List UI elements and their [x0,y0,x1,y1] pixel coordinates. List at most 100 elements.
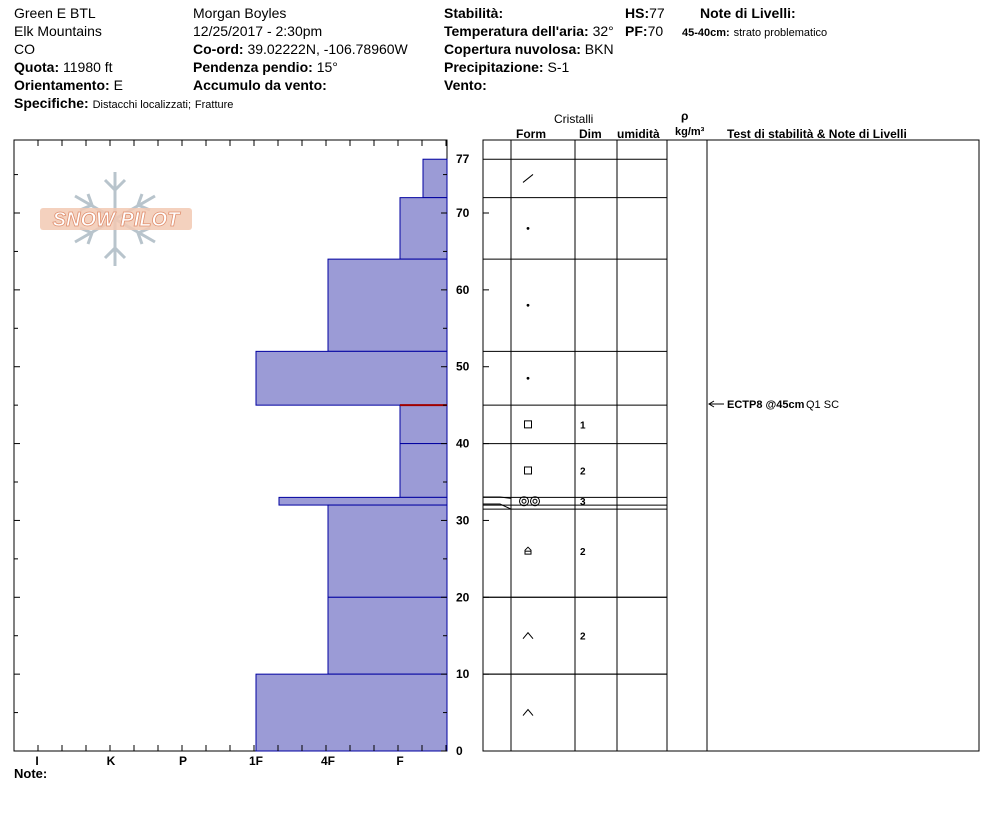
crystal-table-frame [482,139,980,752]
form-precip-icon-2 [526,303,530,307]
hardness-bar-4 [399,404,448,445]
specifics-row: Specifiche: Distacchi localizzati; Fratt… [14,95,233,113]
coords-label: Co-ord: [193,41,244,57]
form-facet-icon-5 [524,466,532,475]
hardness-label-K: K [107,754,116,768]
hs-row: HS:77 [625,5,665,21]
wind-label: Vento: [444,77,487,93]
tests-header: Test di stabilità & Note di Livelli [727,127,907,141]
form-precip-icon-3 [526,376,530,380]
hardness-axis-labels: I K P 1F 4F F [35,754,403,768]
coords-value: 39.02222N, -106.78960W [247,41,408,57]
stability-label: Stabilità: [444,5,504,21]
elevation-label: Quota: [14,59,60,75]
rho-header: ρ [681,109,689,123]
depth-label-50: 50 [456,360,470,374]
crystal-size-4: 1 [580,420,586,431]
specifics-label: Specifiche: [14,95,89,111]
pf-row: PF:70 [625,23,663,39]
precip-label: Precipitazione: [444,59,544,75]
datetime: 12/25/2017 - 2:30pm [193,23,323,39]
watermark-text: SNOW PILOT [53,209,181,231]
form-hoar-icon-b-inner [532,498,538,504]
observer: Morgan Boyles [193,5,287,21]
hardness-bar-6 [278,496,448,506]
depth-label-0: 0 [456,744,463,758]
depth-label-60: 60 [456,283,470,297]
wind-loading-label: Accumulo da vento: [193,77,327,93]
hardness-label-4F: 4F [321,754,335,768]
hardness-label-1F: 1F [249,754,263,768]
thin-layer-connector-top [483,496,512,499]
hardness-bar-2 [327,258,448,352]
stability-test-label: ECTP8 @45cm [727,399,805,411]
depth-label-70: 70 [456,206,470,220]
state: CO [14,41,35,57]
precip-value: S-1 [547,59,570,75]
density-unit-header: kg/m³ [675,126,705,138]
sky-value: BKN [584,41,614,57]
hardness-bar-8 [327,596,448,675]
depth-label-40: 40 [456,437,470,451]
crystal-size-8: 2 [580,632,586,643]
elevation-row: Quota: 11980 ft [14,59,113,75]
layer-notes-label: Note di Livelli: [700,5,796,21]
hardness-bar-9 [255,673,448,752]
aspect-label: Orientamento: [14,77,110,93]
crystal-table-rows: 1 2 3 2 2 [483,158,667,716]
depth-label-30: 30 [456,513,470,527]
pf-value: 70 [647,23,664,39]
air-temp-value: 32° [592,23,614,39]
depth-label-77: 77 [456,152,470,166]
air-temp-row: Temperatura dell'aria: 32° [444,23,614,39]
crystal-size-6: 3 [580,497,586,508]
hardness-bar-0 [422,158,448,199]
watermark-band [40,208,192,230]
hardness-label-I: I [35,754,38,768]
form-hoar-icon-b [530,496,540,507]
hs-label: HS: [625,5,650,21]
depth-label-10: 10 [456,667,470,681]
depth-label-20: 20 [456,590,470,604]
notes-label: Note: [14,766,47,781]
form-dh-icon-9 [522,708,534,716]
slope-value: 15° [316,59,338,75]
air-temp-label: Temperatura dell'aria: [444,23,589,39]
hardness-label-P: P [179,754,187,768]
hardness-bars [255,158,448,752]
coords-row: Co-ord: 39.02222N, -106.78960W [193,41,408,57]
mountain-range: Elk Mountains [14,23,102,39]
specifics-value-2: Fratture [194,99,234,111]
form-precip-icon-1 [526,226,530,230]
elevation-value: 11980 ft [63,59,113,75]
thin-layer-connector-bottom [483,503,512,510]
layer-note-range: 45-40cm: [682,27,730,39]
hardness-bar-7 [327,504,448,598]
form-header: Form [516,127,546,141]
chart-ticks [13,140,447,752]
moisture-header: umidità [617,127,660,141]
pf-label: PF: [625,23,648,39]
aspect-value: E [113,77,123,93]
form-hoar-icon-a [519,496,529,507]
hardness-bar-3 [255,350,448,406]
hardness-bar-5 [399,443,448,498]
form-hoar-icon-a-inner [521,498,527,504]
precip-row: Precipitazione: S-1 [444,59,569,75]
form-dh-icon-8 [522,631,534,640]
crystal-size-5: 2 [580,466,586,477]
layer-note-text: strato problematico [733,27,828,39]
layer-note-row: 45-40cm: strato problematico [682,23,827,41]
sky-label: Copertura nuvolosa: [444,41,581,57]
slope-row: Pendenza pendio: 15° [193,59,338,75]
size-header: Dim [579,127,602,141]
crystals-header: Cristalli [554,112,594,126]
aspect-row: Orientamento: E [14,77,123,93]
form-fragments-icon [522,174,534,183]
specifics-value-1: Distacchi localizzati; [92,99,192,111]
crystal-size-7: 2 [580,547,586,558]
location-name: Green E BTL [14,5,96,21]
sky-row: Copertura nuvolosa: BKN [444,41,614,57]
slope-label: Pendenza pendio: [193,59,313,75]
